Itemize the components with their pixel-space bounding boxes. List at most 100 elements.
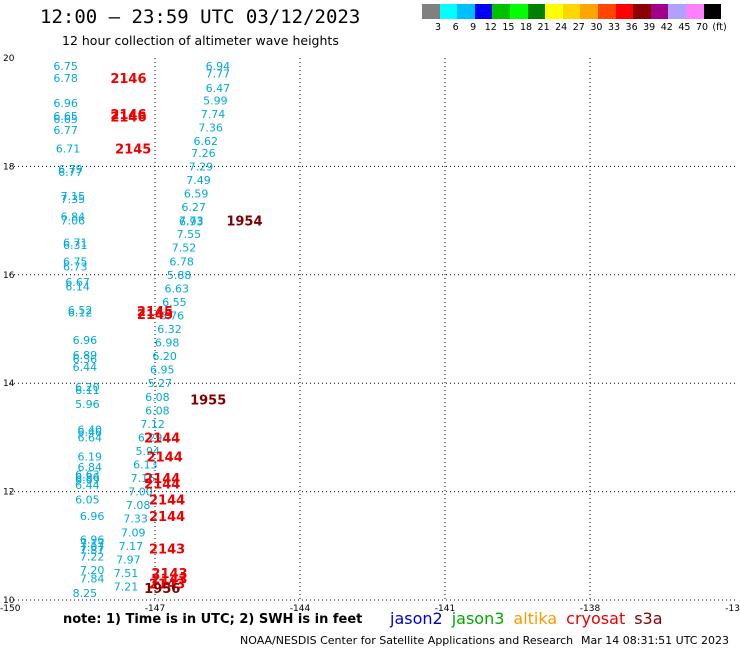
wave-height-label: 6.78: [169, 255, 194, 268]
color-swatch: [615, 4, 634, 19]
wave-height-label: 6.62: [194, 135, 219, 148]
wave-height-label: 6.71: [56, 143, 81, 156]
wave-height-label: 5.94: [136, 445, 161, 458]
color-swatch: [422, 4, 440, 19]
color-swatch: [545, 4, 563, 19]
wave-height-label: 6.67: [65, 276, 90, 289]
wave-height-label: 7.74: [201, 108, 226, 121]
lat-tick-label: 10: [3, 596, 15, 606]
color-label: 12: [484, 22, 497, 33]
pass-time-labels: 2146214621462145214521452144214421442144…: [110, 72, 262, 597]
wave-height-label: 6.11: [75, 384, 100, 397]
color-label: 15: [502, 22, 515, 33]
wave-height-label: 6.95: [150, 364, 175, 377]
wave-height-label: 7.16: [131, 472, 156, 485]
wave-height-label: 6.59: [184, 188, 209, 201]
pass-time-label: 1954: [226, 215, 262, 230]
wave-height-label: 7.52: [172, 242, 197, 255]
color-swatch: [598, 4, 616, 19]
wave-height-label: 7.26: [191, 147, 216, 160]
wave-height-label: 7.09: [121, 526, 146, 539]
wave-height-label: 6.75: [63, 255, 88, 268]
lon-tick-label: -13: [725, 604, 740, 614]
wave-height-label: 6.93: [179, 216, 204, 229]
color-label: 33: [607, 22, 621, 33]
pass-time-label: 2146: [110, 108, 146, 123]
wave-height-label: 6.40: [78, 423, 103, 436]
wave-height-label: 6.08: [145, 404, 170, 417]
wave-height-label: 8.25: [73, 587, 98, 600]
pass-time-label: 2143: [151, 572, 187, 587]
pass-time-label: 2146: [110, 111, 146, 126]
color-label: 39: [643, 22, 656, 33]
wave-height-label: 6.27: [181, 201, 206, 214]
color-swatch: [562, 4, 581, 19]
color-label: 3: [434, 22, 442, 33]
wave-height-label: 7.87: [80, 544, 105, 557]
wave-height-label: 6.65: [53, 113, 78, 126]
color-swatch: [703, 4, 722, 19]
wave-height-label: 7.49: [186, 174, 211, 187]
wave-height-label: 6.73: [63, 261, 88, 274]
wave-height-label: 5.96: [75, 398, 100, 411]
wave-height-label: 7.06: [61, 215, 86, 228]
pass-time-label: 2145: [137, 305, 173, 320]
color-swatch: [510, 4, 528, 19]
generated-timestamp: Mar 14 08:31:51 UTC 2023: [581, 634, 729, 647]
lon-tick-label: -141: [435, 604, 455, 614]
pass-time-label: 2143: [149, 543, 185, 558]
wave-height-label: 6.77: [53, 124, 78, 137]
wave-height-label: 7.07: [80, 541, 105, 554]
wave-height-label: 6.29: [138, 431, 163, 444]
color-swatch: [650, 4, 669, 19]
wave-height-label: 7.20: [80, 564, 105, 577]
wave-height-label: 6.69: [75, 474, 100, 487]
wave-height-label: 5.88: [167, 269, 192, 282]
pass-time-label: 2143: [151, 567, 187, 582]
lat-tick-label: 12: [3, 488, 14, 498]
satellite-s3a: s3a: [634, 609, 663, 628]
pass-time-label: 2144: [144, 431, 180, 446]
wave-height-label: 6.13: [133, 459, 158, 472]
lat-tick-label: 18: [3, 162, 15, 172]
wave-height-label: 6.12: [68, 307, 93, 320]
color-label: 36: [625, 22, 638, 33]
wave-height-label: 6.77: [58, 166, 83, 179]
wave-height-label: 6.44: [73, 361, 98, 374]
wave-height-label: 6.76: [160, 309, 185, 322]
color-swatch: [527, 4, 546, 19]
wave-height-label: 5.99: [203, 94, 228, 107]
wave-height-label: 6.75: [53, 60, 78, 73]
wave-height-label: 7.97: [116, 553, 141, 566]
wave-height-label: 7.15: [61, 190, 86, 203]
color-swatch: [580, 4, 598, 19]
wave-height-label: 6.05: [75, 494, 100, 507]
wave-height-label: 7.77: [206, 68, 231, 81]
wave-height-label: 6.79: [58, 163, 83, 176]
pass-time-label: 2143: [149, 578, 185, 593]
color-swatch: [633, 4, 651, 19]
wave-height-label: 6.08: [145, 391, 170, 404]
wave-height-label: 6.71: [63, 236, 88, 249]
wave-height-label: 6.84: [61, 210, 86, 223]
wave-height-label: 6.98: [155, 337, 180, 350]
wave-height-label: 6.32: [157, 323, 182, 336]
color-label: 27: [572, 22, 585, 33]
pass-time-label: 2144: [144, 472, 180, 487]
axis-ticks: -150 -147 -144 -141 -138 -13 20 18 16 14 12 10: [0, 54, 740, 614]
map-subtitle: 12 hour collection of altimeter wave hei…: [62, 33, 339, 48]
wave-height-label: 6.44: [75, 479, 100, 492]
color-label: 45: [678, 22, 691, 33]
wave-height-label: 6.31: [63, 239, 88, 252]
lon-tick-label: -147: [145, 604, 165, 614]
wave-height-label: 7.17: [119, 540, 144, 553]
wave-height-label: 7.36: [198, 121, 223, 134]
pass-time-label: 2144: [144, 477, 180, 492]
lat-tick-label: 14: [3, 379, 15, 389]
wave-height-label: 6.55: [162, 296, 187, 309]
color-label: 18: [519, 22, 533, 33]
wave-height-label: 6.64: [78, 431, 103, 444]
wave-height-label: 6.86: [75, 471, 100, 484]
wave-height-label: 7.55: [177, 228, 202, 241]
